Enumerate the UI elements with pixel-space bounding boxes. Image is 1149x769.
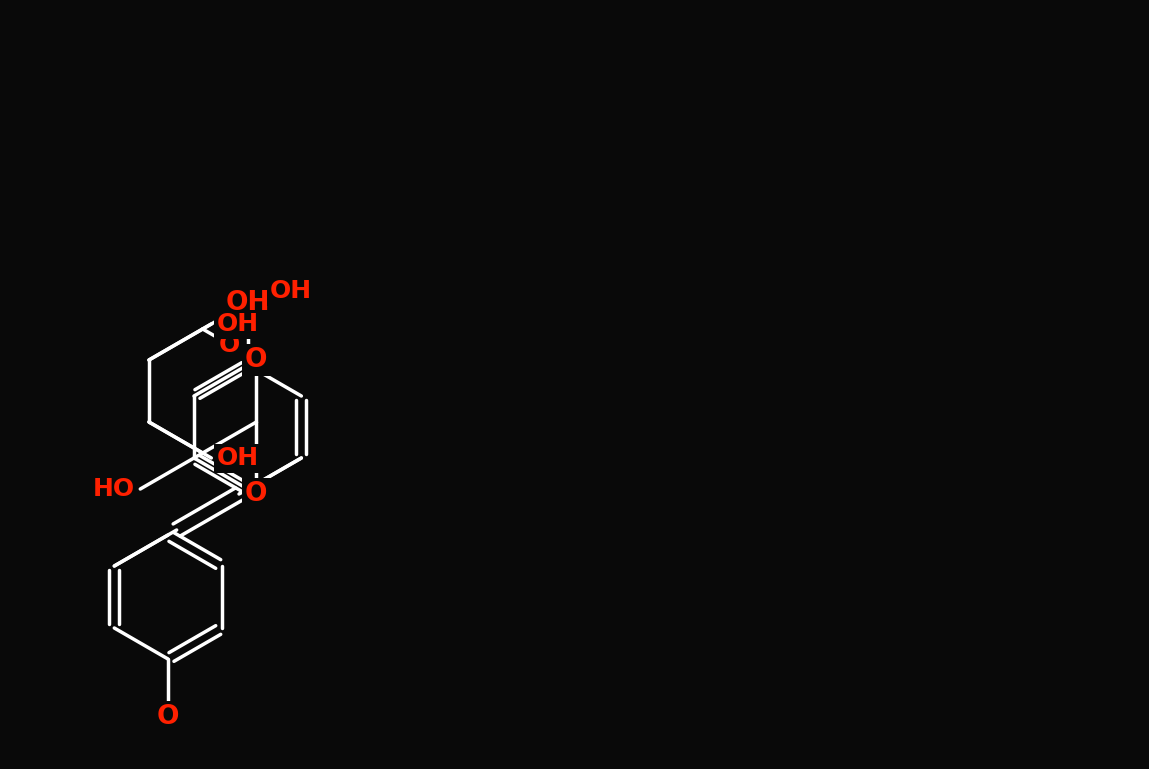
Text: O: O: [245, 481, 268, 507]
Text: O: O: [245, 347, 268, 373]
Text: OH: OH: [216, 446, 259, 470]
Text: OH: OH: [225, 290, 270, 316]
Text: OH: OH: [216, 312, 259, 336]
Text: O: O: [218, 332, 240, 357]
Text: O: O: [156, 704, 179, 730]
Text: HO: HO: [93, 477, 136, 501]
Text: OH: OH: [270, 279, 313, 303]
